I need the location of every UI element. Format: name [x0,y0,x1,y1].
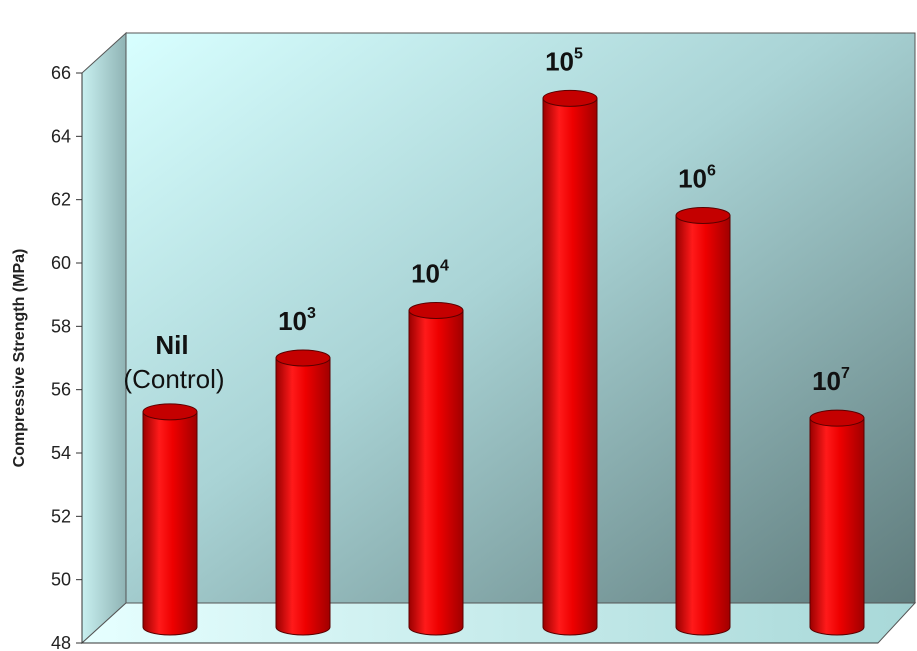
y-tick-label: 60 [51,253,71,273]
bar [275,349,331,636]
bar-top [408,302,464,319]
bar-label-sub: (Control) [123,364,224,394]
y-tick-label: 66 [51,63,71,83]
bar-top [675,207,731,224]
back-wall [125,32,916,604]
bar [142,403,198,636]
y-tick-label: 64 [51,126,71,146]
left-side-wall [81,31,127,645]
y-tick-label: 48 [51,633,71,651]
bar-label: 107 [812,365,850,396]
bar-labels: Nil (Control) 103 104 105 106 107 [123,45,850,396]
bar-body [408,310,464,636]
bar [809,409,865,636]
bar-body [809,417,865,636]
y-tick-label: 50 [51,570,71,590]
bar-body [542,97,598,636]
bar-body [142,411,198,636]
y-tick-label: 62 [51,190,71,210]
bar-top [142,403,198,421]
y-tick-label: 52 [51,506,71,526]
bar-label: 106 [678,163,716,194]
bar [408,302,464,636]
bar [542,89,598,636]
y-ticks: 48 50 52 54 56 58 60 62 64 66 [51,63,82,651]
bar-top [275,349,331,367]
bar-top [542,89,598,107]
bar-label: 104 [411,258,449,289]
y-axis-label: Compressive Strength (MPa) [11,249,28,468]
y-tick-label: 58 [51,316,71,336]
bar-label: 105 [545,45,583,76]
bars-group [142,89,865,636]
bar-label: Nil [155,330,188,360]
bar [675,207,731,636]
bar-body [275,357,331,636]
y-tick-label: 54 [51,443,71,463]
bar-top [809,409,865,427]
bar-body [675,215,731,636]
bar-label: 103 [278,305,316,336]
y-tick-label: 56 [51,380,71,400]
floor [80,602,917,644]
